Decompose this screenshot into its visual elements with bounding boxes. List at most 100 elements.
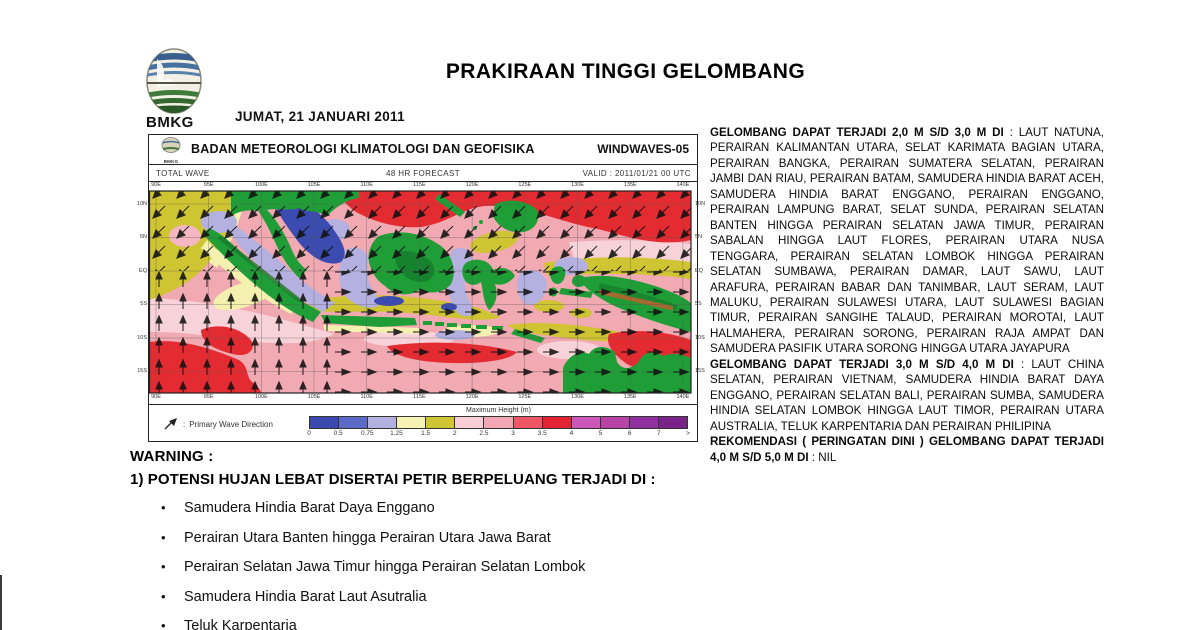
wave-map-panel: BMKG BADAN METEOROLOGI KLIMATOLOGI DAN G… <box>137 134 705 442</box>
legend-segment <box>542 417 572 428</box>
legend-segment <box>600 417 630 428</box>
direction-text: Primary Wave Direction <box>189 419 273 429</box>
map-subheader: TOTAL WAVE 48 HR FORECAST VALID : 2011/0… <box>149 165 697 182</box>
legend-tick: 2 <box>452 430 457 437</box>
lon-label: 120E <box>465 394 479 400</box>
map-valid-label: VALID : 2011/01/21 00 UTC <box>582 169 691 178</box>
legend-tick: 5 <box>598 430 603 437</box>
map-header: BMKG BADAN METEOROLOGI KLIMATOLOGI DAN G… <box>149 135 697 165</box>
legend-tick: 6 <box>627 430 632 437</box>
lon-label: 115E <box>413 182 426 188</box>
lon-label: 110E <box>360 182 373 188</box>
legend-title: Maximum Height (m) <box>466 407 531 414</box>
legend-tick-labels: 0 0.5 0.75 1.25 1.5 2 2.5 3 3.5 4 5 6 7 > <box>307 429 690 438</box>
legend-segment <box>455 417 485 428</box>
mini-logo-caption: BMKG <box>163 159 179 164</box>
lon-label: 130E <box>571 394 584 400</box>
lon-label: 115E <box>413 394 426 400</box>
legend-segment <box>397 417 427 428</box>
forecast-paragraph-3: REKOMENDASI ( PERINGATAN DINI ) GELOMBAN… <box>710 435 1104 464</box>
date-line: JUMAT, 21 JANUARI 2011 <box>235 109 405 124</box>
forecast-paragraph-1: GELOMBANG DAPAT TERJADI 2,0 M S/D 3,0 M … <box>710 126 1104 356</box>
warning-block: WARNING : 1) POTENSI HUJAN LEBAT DISERTA… <box>130 448 710 630</box>
lat-label: 5S <box>695 301 702 308</box>
direction-separator: : <box>183 419 186 429</box>
lon-label: 120E <box>465 182 479 188</box>
warning-bullet-list: • Samudera Hindia Barat Daya Enggano • Pera… <box>130 500 710 630</box>
warning-heading: WARNING : <box>130 448 214 465</box>
lat-label: EQ <box>139 267 147 274</box>
legend-tick: > <box>686 430 690 437</box>
map-forecast-label: 48 HR FORECAST <box>385 169 461 178</box>
lon-label: 135E <box>623 182 637 188</box>
lon-label: 110E <box>360 394 373 400</box>
wave-map-graphic <box>149 190 692 394</box>
legend-segment <box>571 417 601 428</box>
lon-label: 125E <box>518 394 532 400</box>
legend-tick: 4 <box>569 430 574 437</box>
lat-label: EQ <box>695 267 703 274</box>
forecast-text-column: GELOMBANG DAPAT TERJADI 2,0 M S/D 3,0 M … <box>710 125 1104 465</box>
map-mini-logo: BMKG <box>158 137 184 164</box>
lat-label: 5S <box>140 301 147 308</box>
warning-bullet: • Samudera Hindia Barat Laut Asutralia <box>161 588 427 605</box>
lat-label: 10S <box>695 334 705 341</box>
warning-bullet: • Perairan Utara Banten hingga Perairan U… <box>161 529 551 546</box>
lon-label: 140E <box>676 182 690 188</box>
legend-segment <box>513 417 543 428</box>
lon-label: 130E <box>571 182 584 188</box>
mini-globe-icon <box>161 137 181 153</box>
wave-height-map: 90E 95E 100E 105E 110E 115E 120E 125E 130E 135E 14… <box>137 182 705 404</box>
legend-tick: 0.5 <box>333 430 343 437</box>
legend-segment <box>658 417 688 428</box>
legend-tick: 3.5 <box>537 430 547 437</box>
lat-label: 15S <box>695 368 705 375</box>
lon-label: 90E <box>151 182 161 188</box>
primary-wave-direction-label: : Primary Wave Direction <box>163 417 273 431</box>
legend-segment <box>426 417 456 428</box>
warning-bullet: • Perairan Selatan Jawa Timur hingga Pera… <box>161 559 586 575</box>
warning-bullet: • Samudera Hindia Barat Daya Enggano <box>161 500 435 516</box>
map-legend: : Primary Wave Direction Maximum Height … <box>149 404 697 441</box>
lat-label: 5N <box>695 234 703 241</box>
lon-label: 95E <box>203 394 214 400</box>
lon-label: 90E <box>151 394 161 400</box>
warning-bullet: • Teluk Karpentaria <box>161 618 297 630</box>
lon-label: 95E <box>203 182 214 188</box>
legend-segment <box>310 417 340 428</box>
legend-segment <box>629 417 659 428</box>
legend-tick: 0.75 <box>360 430 374 437</box>
lon-label: 105E <box>307 182 321 188</box>
lon-label: 125E <box>518 182 532 188</box>
lat-label: 15S <box>137 368 147 375</box>
lat-label: 5N <box>139 234 147 241</box>
legend-scale: Maximum Height (m) 0 0.5 0.75 1.25 1.5 2 2.5 3 3… <box>307 407 690 438</box>
page-edge-line <box>0 575 2 630</box>
legend-tick: 1.5 <box>421 430 431 437</box>
legend-tick: 1.25 <box>390 430 403 437</box>
lon-label: 105E <box>307 394 321 400</box>
legend-color-bar <box>309 416 688 429</box>
legend-segment <box>339 417 369 428</box>
legend-segment <box>484 417 514 428</box>
lon-label: 140E <box>676 394 690 400</box>
lat-label: 10S <box>137 334 147 341</box>
legend-tick: 7 <box>657 430 661 437</box>
lat-label: 10N <box>695 200 706 207</box>
legend-tick: 2.5 <box>479 430 489 437</box>
lon-label: 100E <box>254 182 268 188</box>
page-title: PRAKIRAAN TINGGI GELOMBANG <box>445 60 806 83</box>
warning-item-1: 1) POTENSI HUJAN LEBAT DISERTAI PETIR BE… <box>130 471 656 488</box>
legend-tick: 3 <box>511 430 515 437</box>
forecast-paragraph-2: GELOMBANG DAPAT TERJADI 3,0 M S/D 4,0 M … <box>710 357 1104 433</box>
bmkg-logo <box>146 48 202 114</box>
bmkg-logo-caption: BMKG <box>146 114 194 131</box>
lon-label: 135E <box>623 394 637 400</box>
map-agency-title: BADAN METEOROLOGI KLIMATOLOGI DAN GEOFIS… <box>191 142 535 156</box>
lon-label: 100E <box>254 394 268 400</box>
lat-label: 10N <box>136 200 147 207</box>
wave-direction-arrow-icon <box>164 418 177 430</box>
legend-tick: 0 <box>307 430 311 437</box>
map-model-label: WINDWAVES-05 <box>597 142 689 156</box>
